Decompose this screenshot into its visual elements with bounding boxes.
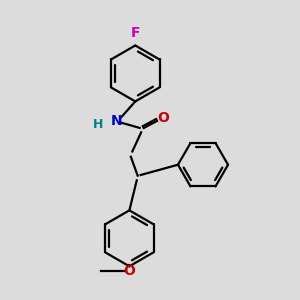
Text: O: O <box>124 264 135 278</box>
Text: H: H <box>92 118 103 131</box>
Text: F: F <box>130 26 140 40</box>
Text: O: O <box>157 111 169 124</box>
Text: N: N <box>110 114 122 128</box>
